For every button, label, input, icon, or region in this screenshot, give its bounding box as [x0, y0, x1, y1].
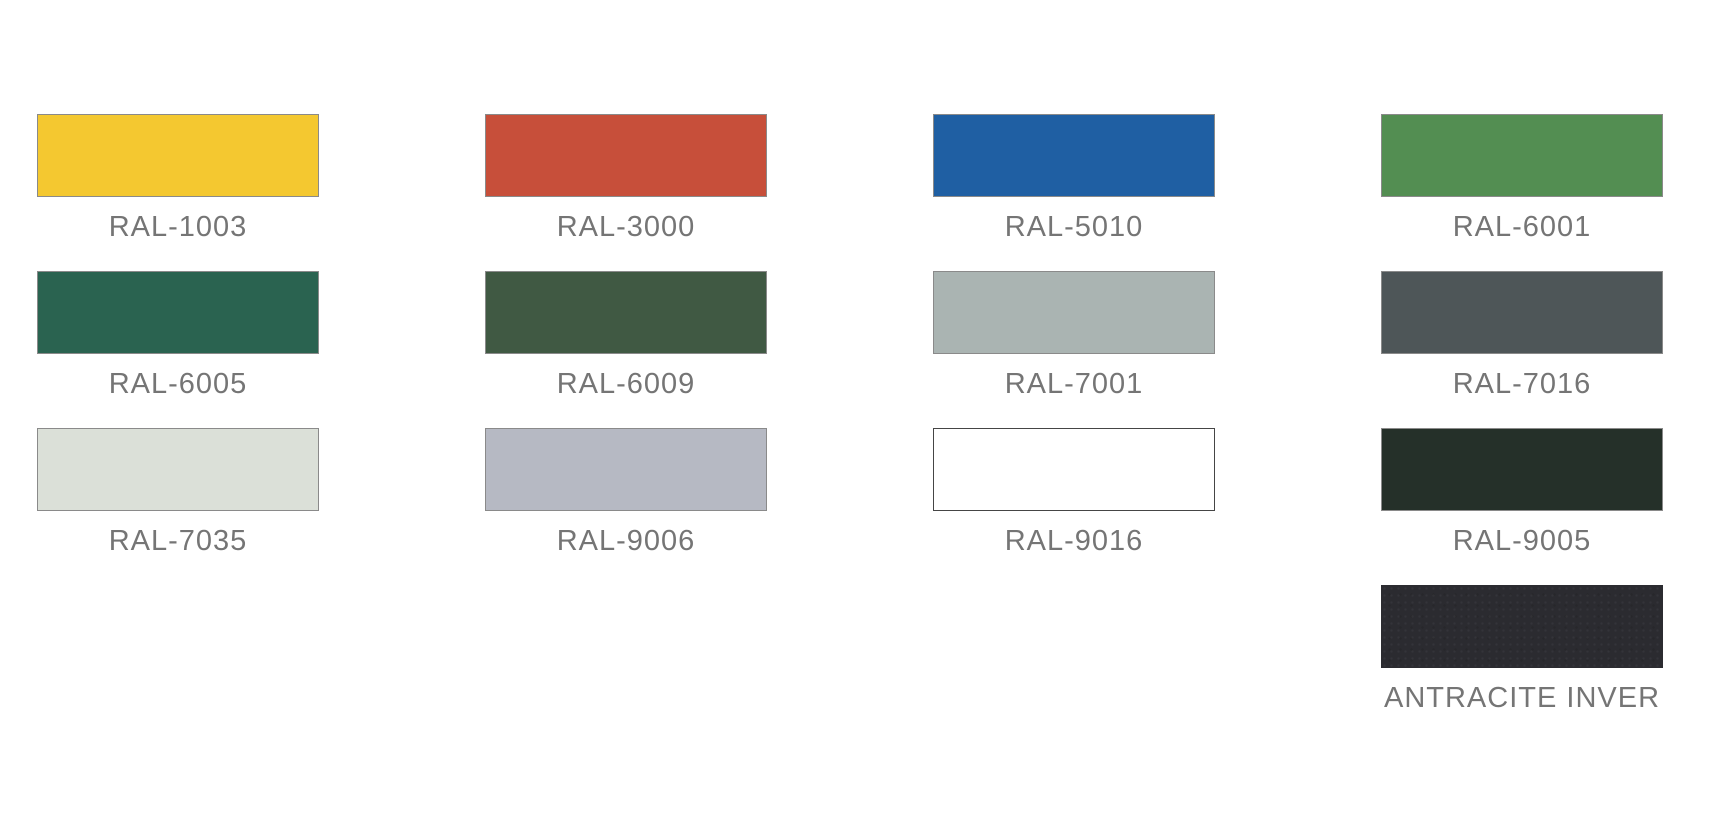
swatch-label: RAL-7001: [1004, 368, 1144, 400]
swatch-label: RAL-6009: [556, 368, 696, 400]
swatch-cell-ral-7016: RAL-7016: [1381, 271, 1663, 401]
ral-color-swatch-grid: RAL-1003 RAL-3000 RAL-5010 RAL-6001 RAL-…: [37, 114, 1663, 715]
color-swatch-ral-7001[interactable]: [933, 271, 1215, 354]
swatch-label: RAL-9006: [556, 525, 696, 557]
swatch-cell-ral-7035: RAL-7035: [37, 428, 319, 558]
swatch-cell-ral-9005: RAL-9005: [1381, 428, 1663, 558]
swatch-cell-ral-1003: RAL-1003: [37, 114, 319, 244]
color-swatch-ral-5010[interactable]: [933, 114, 1215, 197]
color-swatch-ral-7016[interactable]: [1381, 271, 1663, 354]
swatch-label: ANTRACITE INVER: [1383, 682, 1661, 714]
color-swatch-ral-3000[interactable]: [485, 114, 767, 197]
swatch-cell-ral-5010: RAL-5010: [933, 114, 1215, 244]
swatch-label: RAL-6005: [108, 368, 248, 400]
color-swatch-ral-1003[interactable]: [37, 114, 319, 197]
color-swatch-ral-6001[interactable]: [1381, 114, 1663, 197]
color-swatch-antracite-inver[interactable]: [1381, 585, 1663, 668]
swatch-label: RAL-9005: [1452, 525, 1592, 557]
swatch-cell-ral-7001: RAL-7001: [933, 271, 1215, 401]
swatch-cell-ral-3000: RAL-3000: [485, 114, 767, 244]
swatch-label: RAL-7016: [1452, 368, 1592, 400]
swatch-label: RAL-5010: [1004, 211, 1144, 243]
swatch-label: RAL-6001: [1452, 211, 1592, 243]
color-swatch-ral-9005[interactable]: [1381, 428, 1663, 511]
color-swatch-ral-7035[interactable]: [37, 428, 319, 511]
color-swatch-ral-9006[interactable]: [485, 428, 767, 511]
color-swatch-ral-9016[interactable]: [933, 428, 1215, 511]
swatch-cell-ral-9016: RAL-9016: [933, 428, 1215, 558]
swatch-label: RAL-7035: [108, 525, 248, 557]
swatch-cell-ral-6009: RAL-6009: [485, 271, 767, 401]
swatch-label: RAL-3000: [556, 211, 696, 243]
swatch-label: RAL-9016: [1004, 525, 1144, 557]
color-swatch-ral-6009[interactable]: [485, 271, 767, 354]
color-swatch-ral-6005[interactable]: [37, 271, 319, 354]
swatch-cell-ral-6005: RAL-6005: [37, 271, 319, 401]
swatch-cell-ral-6001: RAL-6001: [1381, 114, 1663, 244]
swatch-label: RAL-1003: [108, 211, 248, 243]
swatch-cell-antracite-inver: ANTRACITE INVER: [1381, 585, 1663, 715]
swatch-cell-ral-9006: RAL-9006: [485, 428, 767, 558]
